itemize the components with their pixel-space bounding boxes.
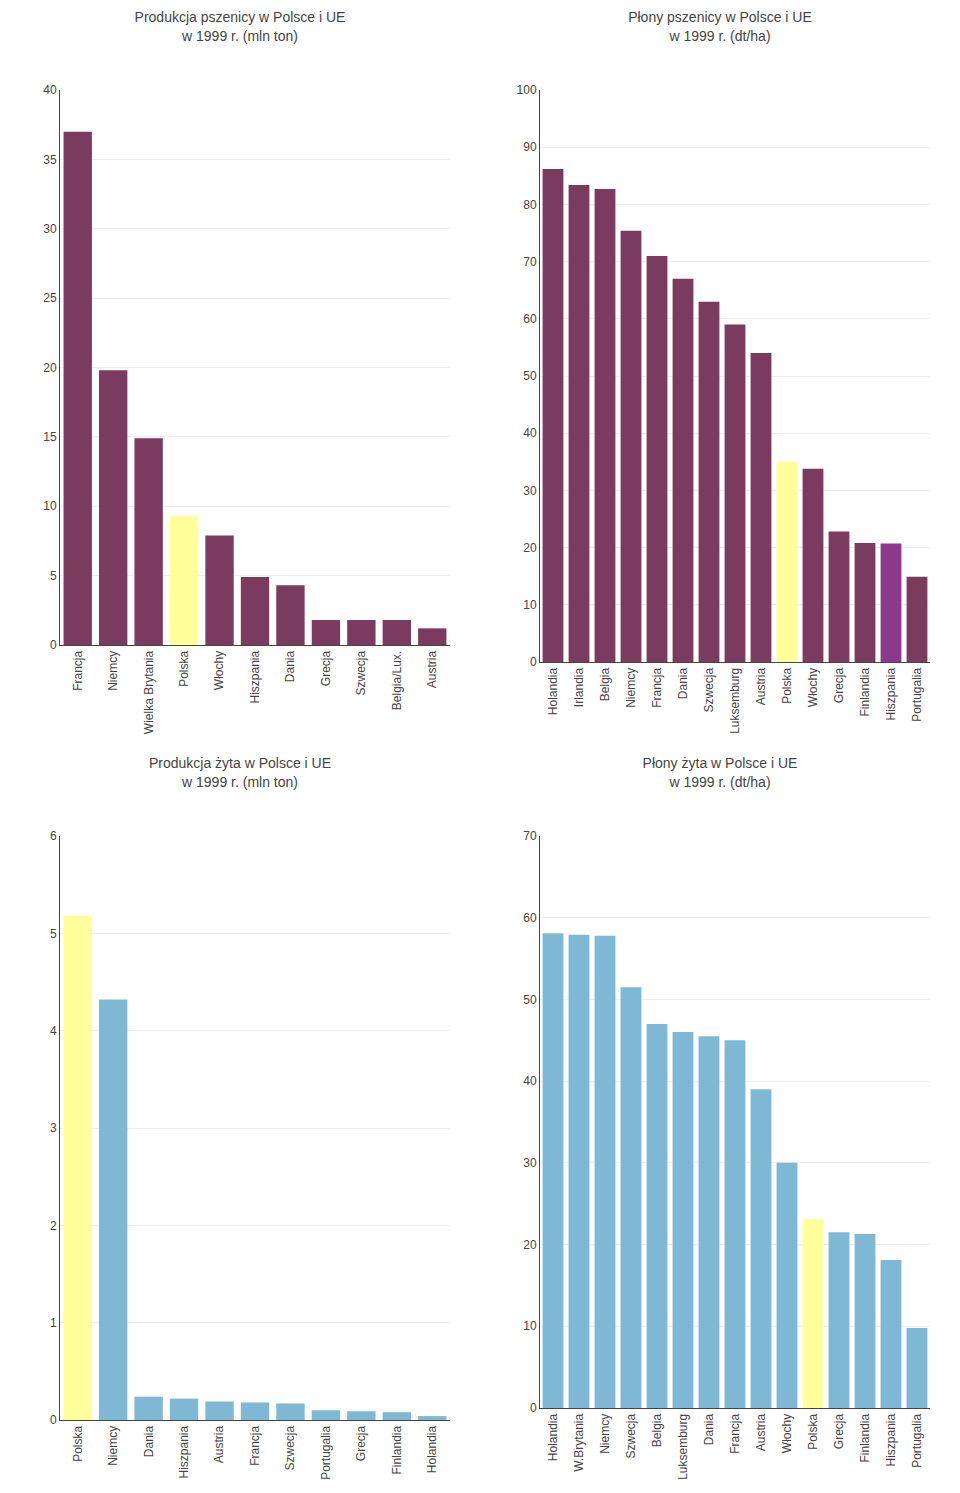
svg-text:70: 70	[523, 829, 537, 843]
svg-text:Polska: Polska	[806, 1413, 820, 1449]
svg-text:Francja: Francja	[248, 1425, 262, 1465]
svg-text:Włochy: Włochy	[212, 651, 226, 690]
svg-text:Płony pszenicy w Polsce i UEw: Płony pszenicy w Polsce i UEw 1999 r. (d…	[628, 9, 812, 43]
svg-text:Hiszpania: Hiszpania	[884, 1413, 898, 1466]
svg-text:W.Brytania: W.Brytania	[572, 1413, 586, 1471]
svg-text:60: 60	[523, 312, 537, 326]
svg-text:Niemcy: Niemcy	[598, 1414, 612, 1454]
svg-text:Luksemburg: Luksemburg	[676, 1414, 690, 1480]
svg-text:0: 0	[530, 1401, 537, 1415]
svg-text:Finlandia: Finlandia	[858, 667, 872, 716]
svg-text:20: 20	[523, 541, 537, 555]
svg-text:15: 15	[43, 430, 57, 444]
svg-text:Austria: Austria	[212, 1425, 226, 1463]
svg-text:30: 30	[43, 222, 57, 236]
svg-text:4: 4	[50, 1024, 57, 1038]
svg-text:Holandia: Holandia	[425, 1425, 439, 1473]
svg-text:20: 20	[43, 361, 57, 375]
svg-text:Produkcja pszenicy w Polsce i: Produkcja pszenicy w Polsce i UEw 1999 r…	[135, 9, 346, 43]
svg-text:Irlandia: Irlandia	[572, 667, 586, 707]
svg-text:Austria: Austria	[425, 650, 439, 688]
svg-text:25: 25	[43, 291, 57, 305]
svg-text:Dania: Dania	[142, 1425, 156, 1457]
svg-text:Szwecja: Szwecja	[624, 1413, 638, 1458]
svg-text:Dania: Dania	[676, 667, 690, 699]
svg-text:0: 0	[50, 1413, 57, 1427]
svg-text:Dania: Dania	[283, 650, 297, 682]
svg-text:6: 6	[50, 829, 57, 843]
svg-text:Belgia/Lux.: Belgia/Lux.	[390, 651, 404, 710]
svg-text:5: 5	[50, 927, 57, 941]
svg-text:Włochy: Włochy	[780, 1414, 794, 1453]
svg-text:20: 20	[523, 1238, 537, 1252]
svg-text:Wielka Brytania: Wielka Brytania	[142, 650, 156, 734]
svg-text:Polska: Polska	[177, 650, 191, 686]
svg-text:Luksemburg: Luksemburg	[728, 668, 742, 734]
svg-text:30: 30	[523, 484, 537, 498]
svg-text:Szwecja: Szwecja	[283, 1425, 297, 1470]
svg-text:Portugalia: Portugalia	[910, 1413, 924, 1467]
svg-text:30: 30	[523, 1156, 537, 1170]
svg-text:Dania: Dania	[702, 1413, 716, 1445]
svg-text:70: 70	[523, 255, 537, 269]
svg-text:Grecja: Grecja	[319, 650, 333, 686]
svg-text:Finlandia: Finlandia	[390, 1425, 404, 1474]
svg-text:0: 0	[50, 638, 57, 652]
svg-text:10: 10	[523, 1319, 537, 1333]
svg-text:Grecja: Grecja	[354, 1425, 368, 1461]
svg-text:Francja: Francja	[71, 650, 85, 690]
svg-text:Portugalia: Portugalia	[319, 1425, 333, 1479]
svg-text:35: 35	[43, 153, 57, 167]
svg-text:10: 10	[43, 499, 57, 513]
svg-text:0: 0	[530, 655, 537, 669]
svg-text:Austria: Austria	[754, 667, 768, 705]
svg-text:40: 40	[523, 426, 537, 440]
svg-text:1: 1	[50, 1316, 57, 1330]
svg-text:90: 90	[523, 140, 537, 154]
svg-text:80: 80	[523, 198, 537, 212]
svg-text:3: 3	[50, 1121, 57, 1135]
svg-text:Holandia: Holandia	[546, 1413, 560, 1461]
svg-text:40: 40	[43, 83, 57, 97]
svg-text:50: 50	[523, 369, 537, 383]
svg-text:40: 40	[523, 1074, 537, 1088]
svg-text:60: 60	[523, 911, 537, 925]
svg-text:Grecja: Grecja	[832, 667, 846, 703]
svg-text:Polska: Polska	[780, 667, 794, 703]
svg-text:Hiszpania: Hiszpania	[248, 650, 262, 703]
svg-text:Hiszpania: Hiszpania	[177, 1425, 191, 1478]
svg-text:Produkcja żyta w Polsce i UEw: Produkcja żyta w Polsce i UEw 1999 r. (m…	[149, 755, 331, 789]
svg-text:Szwecja: Szwecja	[354, 650, 368, 695]
svg-text:Finlandia: Finlandia	[858, 1413, 872, 1462]
svg-text:Niemcy: Niemcy	[106, 1426, 120, 1466]
svg-text:Francja: Francja	[728, 1413, 742, 1453]
svg-text:Niemcy: Niemcy	[624, 668, 638, 708]
svg-text:Polska: Polska	[71, 1425, 85, 1461]
svg-text:Austria: Austria	[754, 1413, 768, 1451]
svg-text:2: 2	[50, 1219, 57, 1233]
svg-text:Grecja: Grecja	[832, 1413, 846, 1449]
svg-text:Włochy: Włochy	[806, 668, 820, 707]
svg-text:Francja: Francja	[650, 667, 664, 707]
svg-text:5: 5	[50, 569, 57, 583]
svg-text:Belgia: Belgia	[650, 1413, 664, 1447]
svg-text:10: 10	[523, 598, 537, 612]
svg-text:Belgia: Belgia	[598, 667, 612, 701]
svg-text:50: 50	[523, 993, 537, 1007]
svg-text:Niemcy: Niemcy	[106, 651, 120, 691]
svg-text:Holandia: Holandia	[546, 667, 560, 715]
svg-text:Hiszpania: Hiszpania	[884, 667, 898, 720]
svg-text:Portugalia: Portugalia	[910, 667, 924, 721]
svg-text:Płony żyta w Polsce i UEw 1999: Płony żyta w Polsce i UEw 1999 r. (dt/ha…	[643, 755, 798, 789]
svg-text:100: 100	[517, 83, 537, 97]
svg-text:Szwecja: Szwecja	[702, 667, 716, 712]
